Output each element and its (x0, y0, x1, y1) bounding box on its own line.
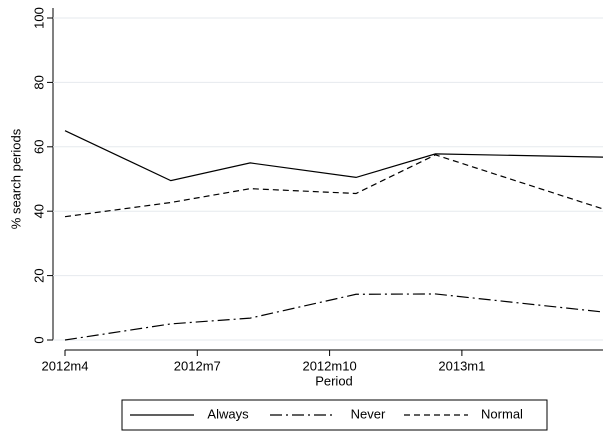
legend-label: Never (351, 406, 386, 421)
x-tick-label: 2012m4 (42, 358, 89, 373)
y-axis-label: % search periods (8, 128, 23, 229)
x-tick-label: 2013m1 (438, 358, 485, 373)
x-axis-label: Period (315, 373, 353, 388)
x-tick-label: 2012m7 (174, 358, 221, 373)
series-line (64, 293, 603, 341)
y-tick-label: 60 (31, 140, 46, 154)
y-tick-label: 20 (31, 268, 46, 282)
legend-label: Normal (481, 406, 523, 421)
series-line (64, 154, 603, 218)
y-tick-label: 40 (31, 204, 46, 218)
x-tick-label: 2012m10 (302, 358, 356, 373)
series-line (64, 130, 603, 182)
legend-label: Always (207, 406, 249, 421)
y-tick-label: 100 (31, 7, 46, 29)
y-tick-label: 80 (31, 75, 46, 89)
y-tick-label: 0 (31, 336, 46, 343)
